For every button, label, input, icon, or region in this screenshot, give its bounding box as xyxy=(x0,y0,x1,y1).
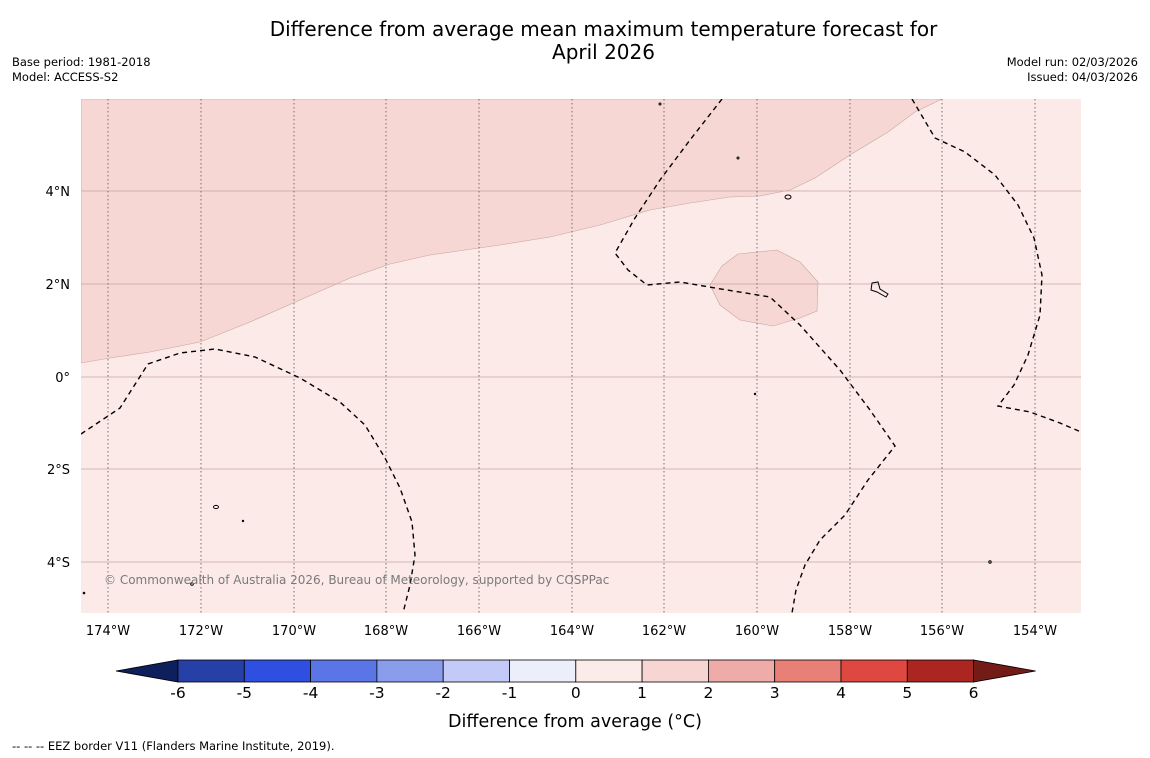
island-outline xyxy=(753,392,757,396)
lon-label: 162°W xyxy=(642,624,686,639)
island-outline xyxy=(988,560,992,564)
colorbar-extend-high xyxy=(973,659,1036,683)
island-outline xyxy=(190,582,194,586)
colorbar-segment xyxy=(840,659,908,683)
title-line-2: April 2026 xyxy=(552,40,655,64)
colorbar-segment xyxy=(708,659,776,683)
lat-label: 0° xyxy=(55,371,70,386)
colorbar-tick-label: 1 xyxy=(637,684,647,702)
colorbar xyxy=(115,659,1036,683)
lon-label: 174°W xyxy=(86,624,130,639)
island-outline xyxy=(658,102,662,106)
lat-label: 4°N xyxy=(46,185,71,200)
colorbar-segment xyxy=(575,659,643,683)
island-outline xyxy=(213,504,219,510)
island-outline xyxy=(870,281,889,298)
lon-label: 156°W xyxy=(920,624,964,639)
model-text: Model: ACCESS-S2 xyxy=(12,70,119,84)
colorbar-tick-label: 5 xyxy=(902,684,912,702)
copyright-notice: © Commonwealth of Australia 2026, Bureau… xyxy=(104,573,609,587)
colorbar-segment xyxy=(906,659,974,683)
lat-label: 2°S xyxy=(47,463,70,478)
colorbar-segment xyxy=(774,659,842,683)
colorbar-tick-label: -4 xyxy=(303,684,318,702)
lon-label: 158°W xyxy=(828,624,872,639)
colorbar-segment xyxy=(243,659,312,683)
colorbar-tick-label: -2 xyxy=(435,684,450,702)
lat-label: 2°N xyxy=(46,278,71,293)
latitude-labels: 4°N 2°N 0° 2°S 4°S xyxy=(46,185,71,571)
island-outline xyxy=(736,156,740,160)
lon-label: 160°W xyxy=(735,624,779,639)
longitude-labels: 174°W 172°W 170°W 168°W 166°W 164°W 162°… xyxy=(86,624,1057,639)
island-outline xyxy=(784,194,792,200)
colorbar-tick-labels: -6 -5 -4 -3 -2 -1 0 1 2 3 4 5 6 xyxy=(170,684,978,702)
colorbar-extend-low xyxy=(115,659,179,683)
meta-left: Base period: 1981-2018 Model: ACCESS-S2 xyxy=(12,55,151,85)
colorbar-segment xyxy=(177,659,245,683)
islands xyxy=(82,102,992,595)
island-outline xyxy=(82,591,86,595)
model-run-text: Model run: 02/03/2026 xyxy=(1006,55,1138,69)
latitude-gridlines xyxy=(81,190,1081,563)
eez-borders xyxy=(81,99,1081,613)
colorbar-tick-label: -1 xyxy=(502,684,517,702)
eez-footnote: -- -- -- EEZ border V11 (Flanders Marine… xyxy=(12,739,335,753)
warm-region-blob xyxy=(709,249,819,327)
colorbar-tick-label: 0 xyxy=(571,684,581,702)
colorbar-title: Difference from average (°C) xyxy=(448,712,702,732)
colorbar-segment xyxy=(509,659,577,683)
lon-label: 172°W xyxy=(179,624,223,639)
colorbar-tick-label: -3 xyxy=(369,684,384,702)
colorbar-tick-label: 6 xyxy=(969,684,979,702)
colorbar-segment xyxy=(310,659,378,683)
colorbar-tick-label: 3 xyxy=(770,684,780,702)
forecast-map: © Commonwealth of Australia 2026, Bureau… xyxy=(46,99,1081,732)
lon-label: 170°W xyxy=(272,624,316,639)
lat-label: 4°S xyxy=(47,556,70,571)
colorbar-tick-label: -6 xyxy=(170,684,185,702)
colorbar-tick-label: -5 xyxy=(237,684,252,702)
colorbar-segment xyxy=(442,659,510,683)
colorbar-segment xyxy=(376,659,444,683)
lon-label: 164°W xyxy=(550,624,594,639)
title-line-1: Difference from average mean maximum tem… xyxy=(269,17,938,41)
lon-label: 168°W xyxy=(364,624,408,639)
base-period-text: Base period: 1981-2018 xyxy=(12,55,151,69)
lon-label: 166°W xyxy=(457,624,501,639)
colorbar-tick-label: 4 xyxy=(836,684,846,702)
island-outline xyxy=(241,519,245,523)
colorbar-segment xyxy=(641,659,709,683)
lon-label: 154°W xyxy=(1013,624,1057,639)
longitude-gridlines xyxy=(107,99,1036,613)
issued-text: Issued: 04/03/2026 xyxy=(1027,70,1138,84)
chart-title: Difference from average mean maximum tem… xyxy=(0,18,1150,64)
warm-region-north xyxy=(81,99,943,364)
meta-right: Model run: 02/03/2026 Issued: 04/03/2026 xyxy=(1007,55,1138,85)
colorbar-tick-label: 2 xyxy=(703,684,713,702)
